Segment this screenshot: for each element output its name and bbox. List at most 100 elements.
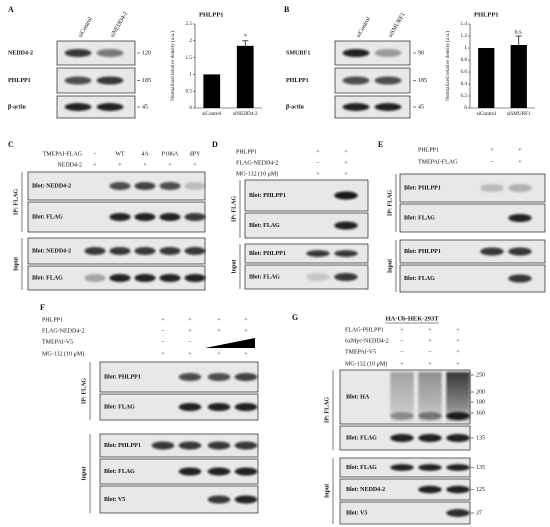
chart-title: PHLPP1: [474, 11, 499, 18]
x-tick-label: siControl: [202, 111, 222, 117]
band: [342, 76, 370, 85]
panel-letter: C: [8, 140, 14, 149]
panel-letter: B: [284, 5, 290, 14]
panel-letter: D: [212, 140, 218, 149]
band: [508, 214, 532, 222]
band: [342, 103, 370, 111]
y-tick-label: 1.4: [461, 21, 468, 27]
band: [306, 250, 330, 257]
band: [446, 485, 470, 494]
condition-name: MG-132 (10 μM): [236, 170, 278, 177]
section-label: IP: FLAG: [13, 189, 19, 215]
condition-mark: dPY: [190, 151, 201, 157]
condition-mark: -: [94, 151, 96, 157]
condition-mark: +: [344, 160, 348, 166]
band: [508, 274, 532, 283]
blot-label: Blot: FLAG: [32, 275, 63, 281]
band: [418, 485, 442, 494]
y-tick-label: 0: [464, 105, 467, 111]
condition-mark: +: [428, 338, 432, 344]
band: [109, 247, 131, 255]
band: [96, 76, 124, 85]
condition-name: TMEPAI-FLAG: [418, 159, 458, 165]
band: [418, 464, 442, 471]
blot-label: Blot: NEDD4-2: [346, 487, 385, 493]
band: [234, 403, 258, 411]
panel-letter: A: [8, 5, 14, 14]
blot-label: Blot: FLAG: [249, 274, 280, 280]
condition-name: MG-132 (10 μM): [42, 350, 84, 357]
blot-label: Blot: FLAG: [404, 276, 435, 282]
condition-mark: +: [490, 147, 494, 153]
band: [96, 49, 124, 57]
band: [178, 441, 202, 450]
y-tick-label: 1: [189, 72, 192, 78]
band: [134, 213, 156, 221]
bar: [203, 74, 221, 108]
band: [334, 191, 358, 200]
band: [184, 274, 206, 282]
band: [374, 49, 402, 57]
condition-name: 6xMyc-NEDD4-2: [345, 338, 389, 344]
band: [480, 184, 504, 192]
blot-label: Blot: PHLPP1: [104, 443, 141, 449]
mw-label: 200: [476, 389, 485, 395]
band: [390, 464, 414, 471]
band: [184, 213, 206, 221]
band: [508, 247, 532, 256]
band: [390, 434, 414, 442]
x-tick-label: siNEDD4-2: [233, 111, 258, 117]
panel-title: HA-Ub-HEK-293T: [385, 315, 439, 322]
condition-mark: −: [428, 349, 432, 355]
condition-mark: −: [161, 339, 165, 345]
band: [480, 247, 504, 256]
blot: [99, 485, 259, 514]
blot: [399, 239, 546, 264]
blot-label: Blot: FLAG: [104, 469, 135, 475]
band: [96, 103, 124, 111]
condition-mark: +: [316, 149, 320, 155]
section-label: IP: FLAG: [231, 196, 237, 222]
band: [508, 184, 532, 192]
mw-label: 90: [418, 50, 424, 56]
blot: [399, 203, 546, 233]
condition-name: PHLPP1: [418, 147, 439, 153]
condition-mark: +: [168, 162, 172, 168]
blot-label: Blot: PHLPP1: [249, 251, 286, 257]
condition-mark: −: [316, 160, 320, 166]
band: [159, 182, 181, 190]
condition-mark: +: [188, 317, 192, 323]
condition-name: PHLPP1: [42, 317, 63, 323]
condition-mark: +: [118, 162, 122, 168]
condition-mark: +: [161, 351, 165, 357]
y-axis-label: Normalized relative density (a.u.): [444, 31, 451, 101]
band: [84, 247, 106, 255]
bar: [478, 48, 495, 108]
band: [207, 441, 231, 450]
band: [334, 250, 358, 257]
chart-title: PHLPP1: [199, 11, 224, 18]
condition-mark: +: [93, 162, 97, 168]
blot-label: Blot: V5: [346, 510, 367, 516]
band: [151, 441, 175, 450]
gradient-triangle: [205, 338, 255, 348]
condition-mark: +: [518, 159, 522, 165]
band: [178, 467, 202, 476]
band: [446, 412, 470, 420]
blot: [56, 95, 136, 119]
band: [234, 373, 258, 381]
band: [64, 49, 92, 57]
mw-label: 45: [142, 104, 148, 110]
band: [184, 247, 206, 255]
mw-label: 120: [142, 50, 151, 56]
condition-name: TMEPAI-FLAG: [43, 151, 83, 157]
condition-mark: +: [244, 328, 248, 334]
condition-mark: 4A: [141, 151, 149, 157]
blot-label: Blot: NEDD4-2: [32, 183, 71, 189]
blot-label: Blot: NEDD4-2: [32, 248, 71, 254]
condition-name: FLAG-NEDD4-2: [42, 328, 84, 334]
band: [159, 247, 181, 255]
y-tick-label: 1.5: [186, 55, 193, 61]
band: [134, 247, 156, 255]
